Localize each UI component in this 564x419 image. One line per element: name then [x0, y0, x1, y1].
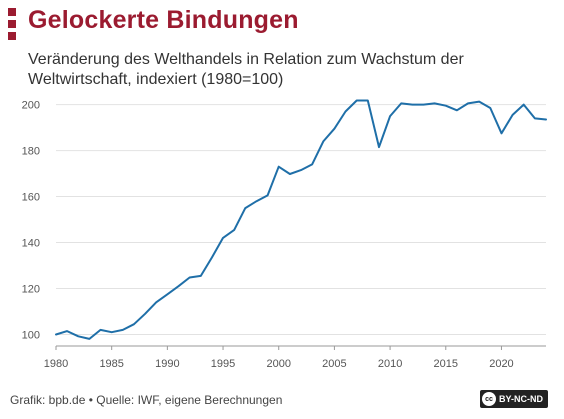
license-label: BY-NC-ND — [499, 394, 543, 404]
y-tick-label: 140 — [22, 238, 40, 250]
x-tick-label: 2015 — [434, 358, 458, 370]
y-tick-label: 160 — [22, 192, 40, 204]
creative-commons-icon: cc — [482, 392, 496, 406]
x-tick-label: 1995 — [211, 358, 235, 370]
x-tick-label: 2005 — [322, 358, 346, 370]
y-tick-label: 120 — [22, 284, 40, 296]
x-tick-label: 1990 — [155, 358, 179, 370]
x-tick-label: 2000 — [266, 358, 290, 370]
license-badge: cc BY-NC-ND — [480, 390, 548, 408]
y-tick-label: 200 — [22, 100, 40, 112]
x-tick-label: 1985 — [99, 358, 123, 370]
x-tick-label: 1980 — [44, 358, 68, 370]
y-tick-label: 100 — [22, 330, 40, 342]
chart-title: Gelockerte Bindungen — [28, 6, 299, 34]
x-tick-label: 2010 — [378, 358, 402, 370]
chart-subtitle: Veränderung des Welthandels in Relation … — [28, 51, 464, 88]
x-tick-label: 2020 — [489, 358, 513, 370]
series-line — [55, 99, 547, 340]
source-note: Grafik: bpb.de • Quelle: IWF, eigene Ber… — [10, 393, 283, 407]
y-tick-label: 180 — [22, 146, 40, 158]
